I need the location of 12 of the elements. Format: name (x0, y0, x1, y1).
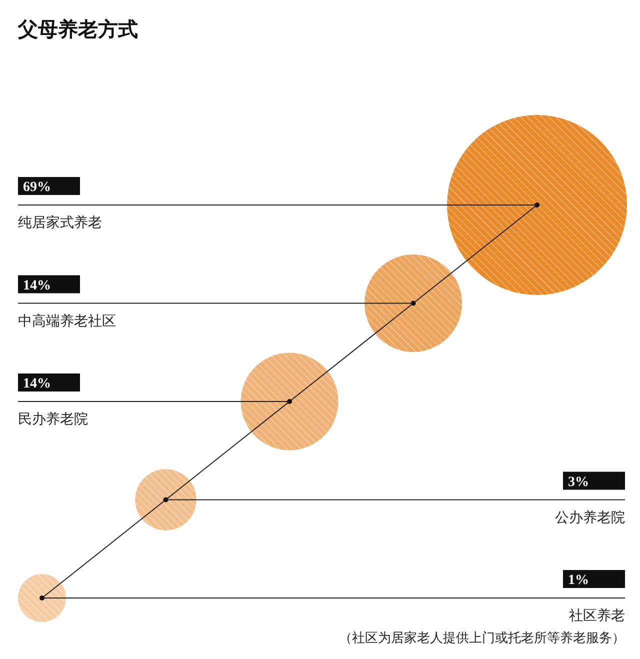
category-label: 纯居家式养老 (18, 215, 102, 231)
data-label: 14% (23, 376, 51, 392)
data-label: 14% (23, 278, 51, 294)
category-label: 民办养老院 (18, 412, 88, 428)
text: （社区为居家老人提供上门或托老所等养老服务） (339, 630, 625, 646)
category-label: 公办养老院 (555, 510, 625, 526)
data-label: 69% (23, 180, 51, 195)
text: 父母养老方式 (17, 17, 138, 41)
data-label: 3% (568, 474, 589, 490)
category-label: 中高端养老社区 (18, 313, 116, 330)
category-label: 社区养老 (569, 608, 625, 624)
data-label: 1% (568, 573, 589, 588)
